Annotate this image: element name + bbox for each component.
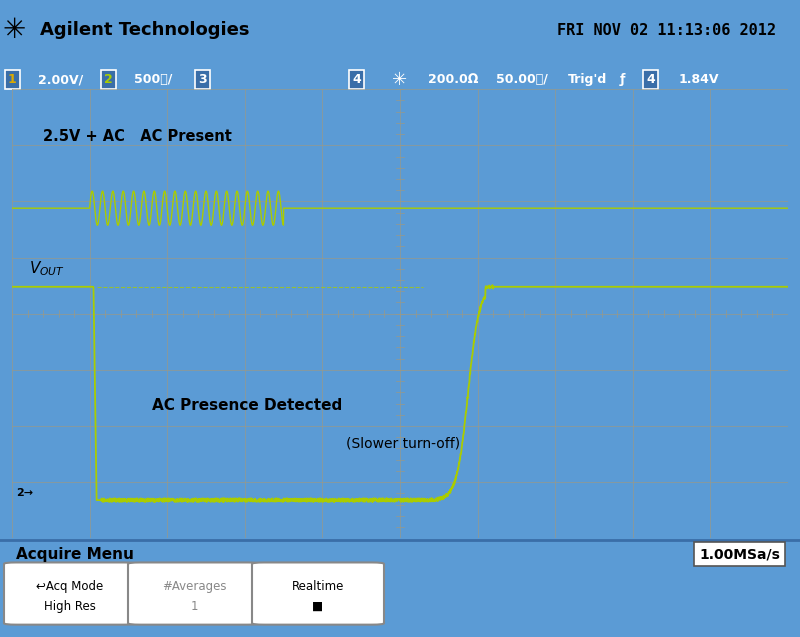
Text: Agilent Technologies: Agilent Technologies: [40, 21, 250, 39]
FancyBboxPatch shape: [4, 562, 136, 625]
FancyBboxPatch shape: [252, 562, 384, 625]
Text: 50.00㎕/: 50.00㎕/: [496, 73, 548, 86]
Text: (Slower turn-off): (Slower turn-off): [346, 437, 460, 451]
Text: ↩Acq Mode: ↩Acq Mode: [36, 580, 104, 593]
FancyBboxPatch shape: [128, 562, 260, 625]
Text: ✳: ✳: [393, 71, 407, 89]
Text: FRI NOV 02 11:13:06 2012: FRI NOV 02 11:13:06 2012: [557, 22, 776, 38]
Text: 4: 4: [646, 73, 655, 86]
Text: 3: 3: [198, 73, 207, 86]
Text: 4: 4: [352, 73, 361, 86]
Text: High Res: High Res: [44, 600, 96, 613]
Text: 1.00MSa/s: 1.00MSa/s: [699, 547, 780, 561]
Text: 2.5V + AC   AC Present: 2.5V + AC AC Present: [43, 129, 232, 144]
Text: 2: 2: [104, 73, 113, 86]
Text: 1: 1: [190, 600, 198, 613]
Text: 200.0Ω: 200.0Ω: [428, 73, 478, 86]
Text: 500㎕/: 500㎕/: [134, 73, 173, 86]
Text: Realtime: Realtime: [292, 580, 344, 593]
Text: ✳: ✳: [2, 16, 26, 44]
Text: ■: ■: [313, 600, 323, 613]
Text: 1.84V: 1.84V: [678, 73, 719, 86]
Text: AC Presence Detected: AC Presence Detected: [152, 398, 342, 413]
Text: Acquire Menu: Acquire Menu: [16, 547, 134, 562]
Text: 1: 1: [8, 73, 17, 86]
Text: 2.00V/: 2.00V/: [38, 73, 84, 86]
Text: #Averages: #Averages: [162, 580, 226, 593]
Text: 2→: 2→: [16, 489, 33, 498]
Text: Trig'd: Trig'd: [568, 73, 607, 86]
Text: ƒ: ƒ: [620, 73, 626, 86]
Text: $V_{OUT}$: $V_{OUT}$: [29, 259, 65, 278]
